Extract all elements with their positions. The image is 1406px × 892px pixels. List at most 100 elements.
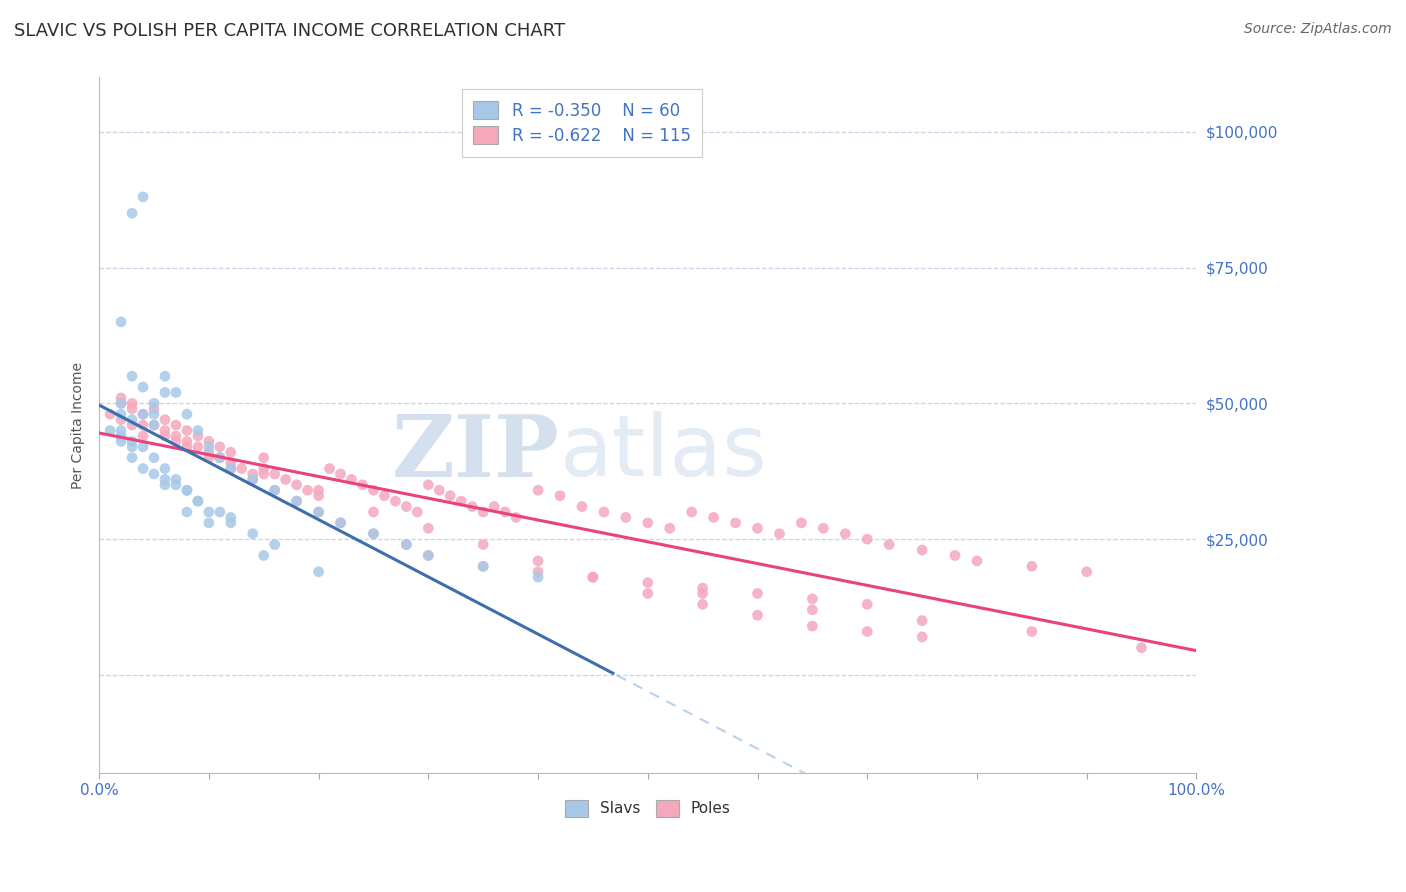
Point [208,505,231,519]
Point [450,494,472,508]
Point [966,554,988,568]
Point [176,424,198,438]
Point [187,440,209,454]
Point [253,549,276,563]
Point [187,424,209,438]
Point [242,526,264,541]
Point [253,461,276,475]
Point [548,489,571,503]
Point [153,424,176,438]
Point [176,483,198,498]
Point [132,407,155,421]
Point [242,472,264,486]
Point [153,429,176,443]
Point [231,461,253,475]
Point [198,450,221,465]
Point [132,418,155,433]
Point [110,434,132,449]
Point [187,494,209,508]
Point [1076,565,1098,579]
Point [110,412,132,426]
Point [98,424,121,438]
Point [297,483,319,498]
Point [219,461,242,475]
Text: atlas: atlas [560,411,768,494]
Point [121,434,143,449]
Point [208,450,231,465]
Text: ZIP: ZIP [392,411,560,495]
Point [132,380,155,394]
Point [801,591,824,606]
Point [308,483,330,498]
Point [692,598,714,612]
Point [724,516,747,530]
Point [494,505,516,519]
Point [527,570,550,584]
Point [801,603,824,617]
Point [943,549,966,563]
Point [153,412,176,426]
Point [527,565,550,579]
Point [395,538,418,552]
Point [132,461,155,475]
Point [263,467,285,481]
Point [472,505,495,519]
Point [911,543,934,558]
Point [143,401,166,416]
Point [165,472,187,486]
Point [208,450,231,465]
Point [747,521,769,535]
Point [165,429,187,443]
Point [165,418,187,433]
Point [614,510,637,524]
Point [308,505,330,519]
Point [834,526,856,541]
Point [219,510,242,524]
Point [198,505,221,519]
Point [681,505,703,519]
Point [253,467,276,481]
Point [801,619,824,633]
Y-axis label: Per Capita Income: Per Capita Income [72,361,86,489]
Point [253,450,276,465]
Point [208,450,231,465]
Point [505,510,527,524]
Point [418,478,440,492]
Point [527,554,550,568]
Point [242,467,264,481]
Point [790,516,813,530]
Point [121,396,143,410]
Point [242,472,264,486]
Point [395,500,418,514]
Point [308,489,330,503]
Point [176,434,198,449]
Point [813,521,835,535]
Point [318,461,340,475]
Point [153,472,176,486]
Point [582,570,605,584]
Point [110,407,132,421]
Point [143,407,166,421]
Point [406,505,429,519]
Point [285,478,308,492]
Point [637,575,659,590]
Text: SLAVIC VS POLISH PER CAPITA INCOME CORRELATION CHART: SLAVIC VS POLISH PER CAPITA INCOME CORRE… [14,22,565,40]
Point [427,483,450,498]
Legend: Slavs, Poles: Slavs, Poles [557,792,738,824]
Point [110,396,132,410]
Point [165,385,187,400]
Point [165,434,187,449]
Point [571,500,593,514]
Point [593,505,616,519]
Point [176,440,198,454]
Point [132,190,155,204]
Point [110,429,132,443]
Point [110,391,132,405]
Point [121,412,143,426]
Point [768,526,790,541]
Point [658,521,681,535]
Point [198,434,221,449]
Point [121,369,143,384]
Point [143,418,166,433]
Point [329,467,352,481]
